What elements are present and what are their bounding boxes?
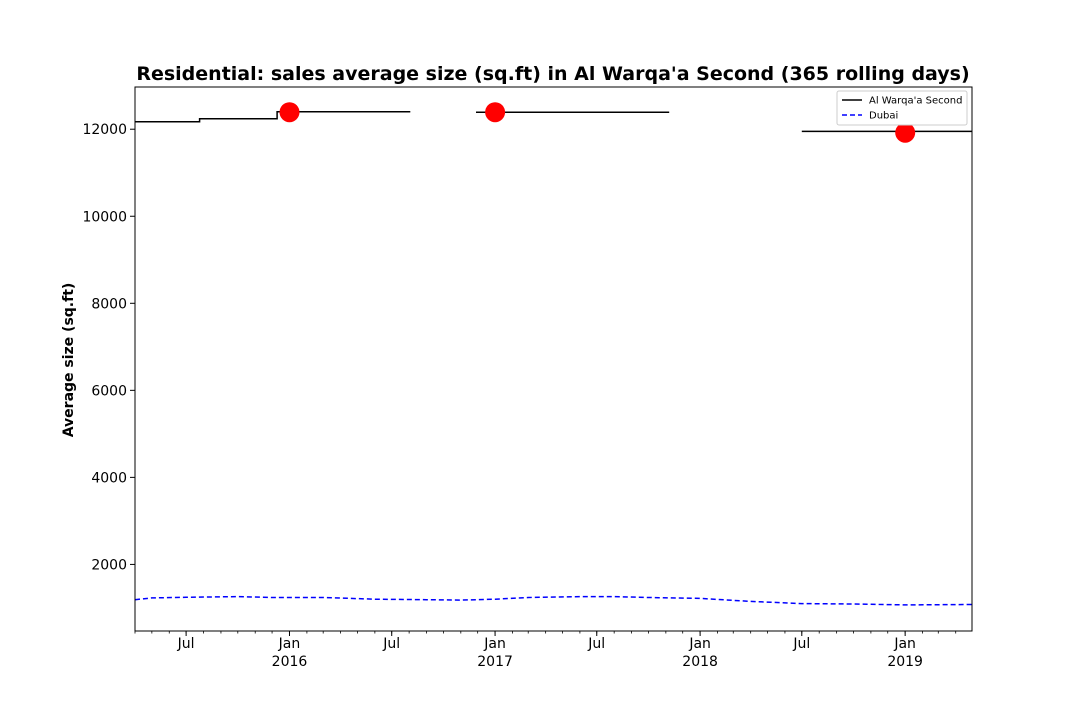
series-dubai-line — [134, 595, 973, 606]
x-tick-label: Jul — [792, 636, 810, 652]
y-tick-label: 4000 — [91, 470, 127, 486]
y-tick-label: 10000 — [82, 209, 127, 225]
x-tick-label: Jul — [382, 636, 400, 652]
x-tick-label: Jan — [278, 636, 301, 652]
x-axis: Jul Jan 2016 Jul Jan 2017 Jul Jan 2018 Jul Jan 2019 — [134, 631, 957, 670]
y-tick-label: 12000 — [82, 122, 127, 138]
legend-label-al-warqaa-second: Al Warqa'a Second — [869, 96, 962, 107]
x-tick-label: Jul — [587, 636, 605, 652]
highlight-marker — [485, 102, 506, 123]
marker-layer — [279, 102, 916, 143]
x-tick-year-label: 2017 — [477, 654, 513, 670]
legend-label-dubai: Dubai — [869, 111, 898, 122]
y-tick-label: 6000 — [91, 383, 127, 399]
y-tick-label: 2000 — [91, 557, 127, 573]
x-tick-label: Jan — [483, 636, 506, 652]
x-tick-year-label: 2019 — [887, 654, 923, 670]
legend: Al Warqa'a Second Dubai — [836, 90, 968, 126]
x-tick-year-label: 2018 — [682, 654, 718, 670]
x-tick-year-label: 2016 — [272, 654, 308, 670]
y-tick-label: 8000 — [91, 296, 127, 312]
highlight-marker — [279, 102, 300, 123]
y-axis: 2000 4000 6000 8000 10000 12000 — [82, 122, 135, 573]
y-axis-label: Average size (sq.ft) — [61, 283, 77, 438]
x-tick-label: Jan — [893, 636, 916, 652]
chart-title: Residential: sales average size (sq.ft) … — [136, 63, 969, 85]
x-tick-label: Jan — [688, 636, 711, 652]
series-layer — [134, 111, 973, 606]
series-al-warqa-a-second-line-segment-1 — [135, 111, 411, 123]
highlight-marker — [895, 122, 916, 143]
x-tick-label: Jul — [177, 636, 195, 652]
legend-box — [836, 90, 968, 126]
plot-area — [134, 86, 973, 632]
plot-frame — [134, 86, 973, 632]
